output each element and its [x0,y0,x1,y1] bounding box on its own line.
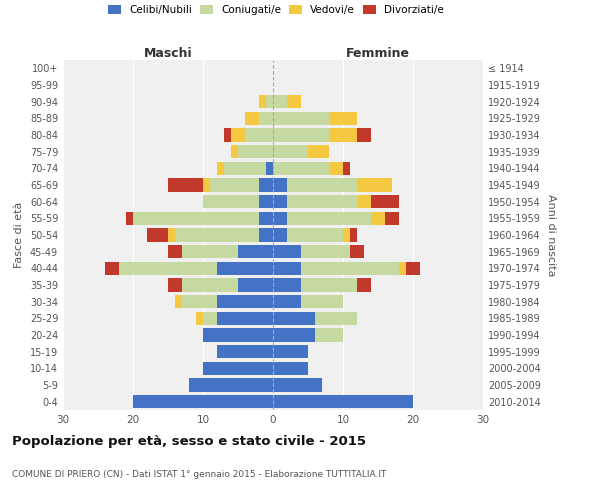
Bar [203,195,259,208]
Bar [329,162,343,175]
Bar [301,262,399,275]
Bar [273,362,308,375]
Bar [217,262,273,275]
Text: Popolazione per età, sesso e stato civile - 2015: Popolazione per età, sesso e stato civil… [12,435,366,448]
Bar [273,378,322,392]
Bar [308,145,329,158]
Bar [231,128,245,141]
Bar [105,262,119,275]
Bar [315,312,357,325]
Bar [287,228,343,241]
Bar [259,178,273,192]
Bar [147,228,168,241]
Bar [273,128,329,141]
Bar [350,245,364,258]
Bar [189,378,273,392]
Bar [357,178,392,192]
Bar [182,245,238,258]
Bar [273,145,308,158]
Bar [217,295,273,308]
Bar [259,95,266,108]
Bar [238,278,273,291]
Bar [126,212,133,225]
Bar [175,295,182,308]
Bar [259,228,273,241]
Bar [168,245,182,258]
Bar [273,195,287,208]
Bar [357,278,371,291]
Bar [273,228,287,241]
Bar [301,245,350,258]
Bar [182,295,217,308]
Bar [273,178,287,192]
Bar [287,195,357,208]
Y-axis label: Fasce di età: Fasce di età [14,202,24,268]
Bar [182,278,238,291]
Bar [259,112,273,125]
Bar [245,128,273,141]
Bar [343,228,350,241]
Bar [203,312,217,325]
Bar [273,162,329,175]
Bar [287,95,301,108]
Y-axis label: Anni di nascita: Anni di nascita [546,194,556,276]
Bar [238,145,273,158]
Bar [196,312,203,325]
Bar [217,312,273,325]
Bar [259,195,273,208]
Bar [168,228,175,241]
Text: Maschi: Maschi [143,47,193,60]
Bar [210,178,259,192]
Bar [287,178,357,192]
Bar [287,212,371,225]
Bar [175,228,259,241]
Bar [168,178,203,192]
Bar [399,262,406,275]
Bar [133,212,259,225]
Bar [273,278,301,291]
Bar [343,162,350,175]
Bar [357,195,371,208]
Bar [273,312,315,325]
Bar [217,345,273,358]
Bar [119,262,217,275]
Bar [301,295,343,308]
Bar [224,162,266,175]
Bar [273,95,287,108]
Bar [203,178,210,192]
Bar [273,112,329,125]
Bar [357,128,371,141]
Bar [273,328,315,342]
Bar [133,395,273,408]
Bar [203,362,273,375]
Bar [329,128,357,141]
Bar [350,228,357,241]
Bar [273,295,301,308]
Bar [203,328,273,342]
Bar [273,395,413,408]
Bar [217,162,224,175]
Bar [385,212,399,225]
Bar [273,262,301,275]
Text: COMUNE DI PRIERO (CN) - Dati ISTAT 1° gennaio 2015 - Elaborazione TUTTITALIA.IT: COMUNE DI PRIERO (CN) - Dati ISTAT 1° ge… [12,470,386,479]
Bar [371,195,399,208]
Bar [315,328,343,342]
Text: Femmine: Femmine [346,47,410,60]
Bar [245,112,259,125]
Bar [259,212,273,225]
Legend: Celibi/Nubili, Coniugati/e, Vedovi/e, Divorziati/e: Celibi/Nubili, Coniugati/e, Vedovi/e, Di… [108,5,444,15]
Bar [266,95,273,108]
Bar [231,145,238,158]
Bar [273,212,287,225]
Bar [273,345,308,358]
Bar [273,245,301,258]
Bar [329,112,357,125]
Bar [406,262,420,275]
Bar [266,162,273,175]
Bar [168,278,182,291]
Bar [371,212,385,225]
Bar [224,128,231,141]
Bar [238,245,273,258]
Bar [301,278,357,291]
